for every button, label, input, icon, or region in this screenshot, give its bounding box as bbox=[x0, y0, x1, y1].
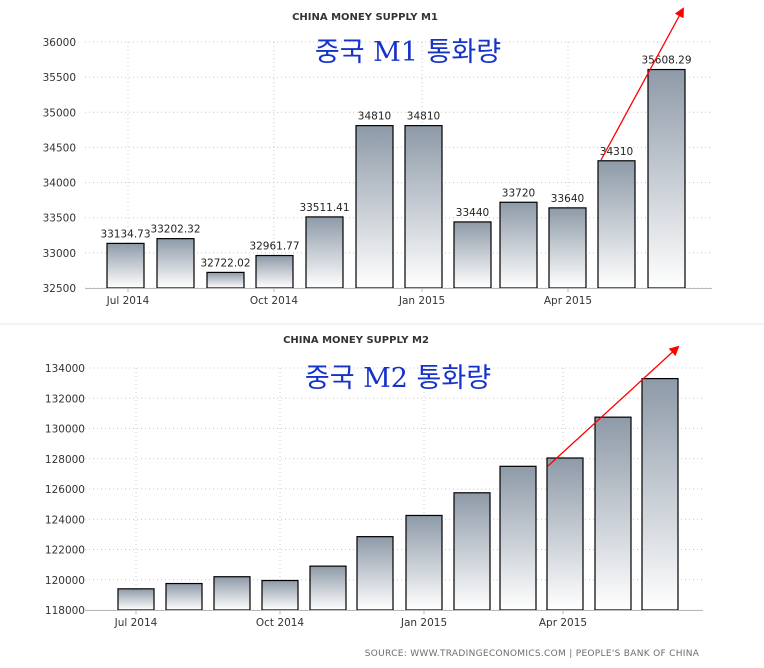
bar-2015-04 bbox=[594, 416, 632, 611]
bar-2015-05 bbox=[641, 377, 679, 611]
x-tick-label: Jan 2015 bbox=[400, 617, 447, 629]
y-tick-label: 126000 bbox=[45, 484, 85, 496]
bar-2015-02 bbox=[499, 465, 537, 611]
bar-2014-08 bbox=[213, 576, 251, 611]
y-tick-label: 134000 bbox=[45, 363, 85, 375]
data-label: 33202.32 bbox=[150, 224, 200, 236]
m1-data-labels: 33134.73 33202.32 32722.02 32961.77 33511.41… bbox=[100, 55, 691, 270]
m2-bars bbox=[117, 377, 679, 611]
data-label: 33134.73 bbox=[100, 228, 150, 240]
y-tick-label: 130000 bbox=[45, 424, 85, 436]
data-label: 35608.29 bbox=[641, 55, 691, 67]
bar-2014-06 bbox=[117, 588, 155, 611]
bar-2014-07 bbox=[165, 582, 203, 611]
y-tick-label: 124000 bbox=[45, 514, 85, 526]
bar-2014-09 bbox=[261, 579, 299, 611]
bar-2014-07 bbox=[156, 238, 195, 289]
m2-annotation: 중국 M2 통화량 bbox=[305, 363, 491, 394]
bar-2015-03 bbox=[546, 457, 584, 611]
y-tick-label: 36000 bbox=[43, 37, 76, 49]
m1-trend-arrow bbox=[600, 7, 684, 161]
x-tick-label: Oct 2014 bbox=[250, 295, 299, 307]
bar-2014-09 bbox=[255, 254, 294, 289]
y-tick-label: 118000 bbox=[45, 605, 85, 617]
m1-chart: CHINA MONEY SUPPLY M1 32500 33000 33500 340… bbox=[43, 7, 712, 307]
m1-y-axis: 32500 33000 33500 34000 34500 35000 35500 36000 bbox=[43, 37, 76, 295]
y-tick-label: 35500 bbox=[43, 72, 76, 84]
data-label: 33640 bbox=[551, 193, 584, 205]
data-label: 34310 bbox=[600, 146, 633, 158]
y-tick-label: 128000 bbox=[45, 454, 85, 466]
m2-x-axis: Jul 2014 Oct 2014 Jan 2015 Apr 2015 bbox=[85, 610, 703, 629]
data-label: 32961.77 bbox=[249, 241, 299, 253]
bar-2015-01 bbox=[453, 221, 492, 289]
bar-2014-10 bbox=[309, 565, 347, 611]
bar-2015-04 bbox=[597, 160, 636, 289]
m2-y-axis: 118000 120000 122000 124000 126000 128000 1300… bbox=[45, 363, 85, 617]
y-tick-label: 34000 bbox=[43, 178, 76, 190]
m2-chart-title: CHINA MONEY SUPPLY M2 bbox=[283, 335, 429, 346]
y-tick-label: 35000 bbox=[43, 107, 76, 119]
y-tick-label: 122000 bbox=[45, 545, 85, 557]
y-tick-label: 34500 bbox=[43, 142, 76, 154]
data-label: 34810 bbox=[407, 111, 440, 123]
data-label: 34810 bbox=[358, 111, 391, 123]
y-tick-label: 32500 bbox=[43, 283, 76, 295]
x-tick-label: Oct 2014 bbox=[256, 617, 305, 629]
data-label: 33720 bbox=[502, 187, 535, 199]
x-tick-label: Jul 2014 bbox=[114, 617, 158, 629]
data-label: 33511.41 bbox=[299, 202, 349, 214]
m1-x-axis: Jul 2014 Oct 2014 Jan 2015 Apr 2015 bbox=[85, 288, 712, 307]
x-tick-label: Apr 2015 bbox=[539, 617, 587, 629]
m1-chart-title: CHINA MONEY SUPPLY M1 bbox=[292, 12, 438, 23]
y-tick-label: 33500 bbox=[43, 213, 76, 225]
bar-2014-10 bbox=[305, 216, 344, 289]
y-tick-label: 120000 bbox=[45, 575, 85, 587]
bar-2015-01 bbox=[453, 492, 491, 611]
y-tick-label: 132000 bbox=[45, 393, 85, 405]
y-tick-label: 33000 bbox=[43, 248, 76, 260]
bar-2015-03 bbox=[548, 207, 587, 289]
data-label: 33440 bbox=[456, 207, 489, 219]
bar-2015-05 bbox=[647, 68, 686, 289]
x-tick-label: Jul 2014 bbox=[106, 295, 150, 307]
bar-2014-08 bbox=[206, 271, 245, 289]
bar-2015-02 bbox=[499, 201, 538, 289]
m2-trend-arrow bbox=[547, 345, 680, 467]
bar-2014-12 bbox=[405, 514, 443, 611]
data-label: 32722.02 bbox=[200, 257, 250, 269]
bar-2014-06 bbox=[106, 242, 145, 289]
x-tick-label: Jan 2015 bbox=[398, 295, 445, 307]
x-tick-label: Apr 2015 bbox=[544, 295, 592, 307]
m1-bars bbox=[106, 68, 686, 289]
bar-2014-11 bbox=[355, 125, 394, 289]
m1-annotation: 중국 M1 통화량 bbox=[315, 37, 501, 68]
bar-2014-12 bbox=[404, 125, 443, 289]
source-credit: SOURCE: WWW.TRADINGECONOMICS.COM | PEOPL… bbox=[365, 649, 700, 659]
bar-2014-11 bbox=[356, 536, 394, 611]
m2-chart: CHINA MONEY SUPPLY M2 118000 120000 122000… bbox=[45, 335, 703, 629]
